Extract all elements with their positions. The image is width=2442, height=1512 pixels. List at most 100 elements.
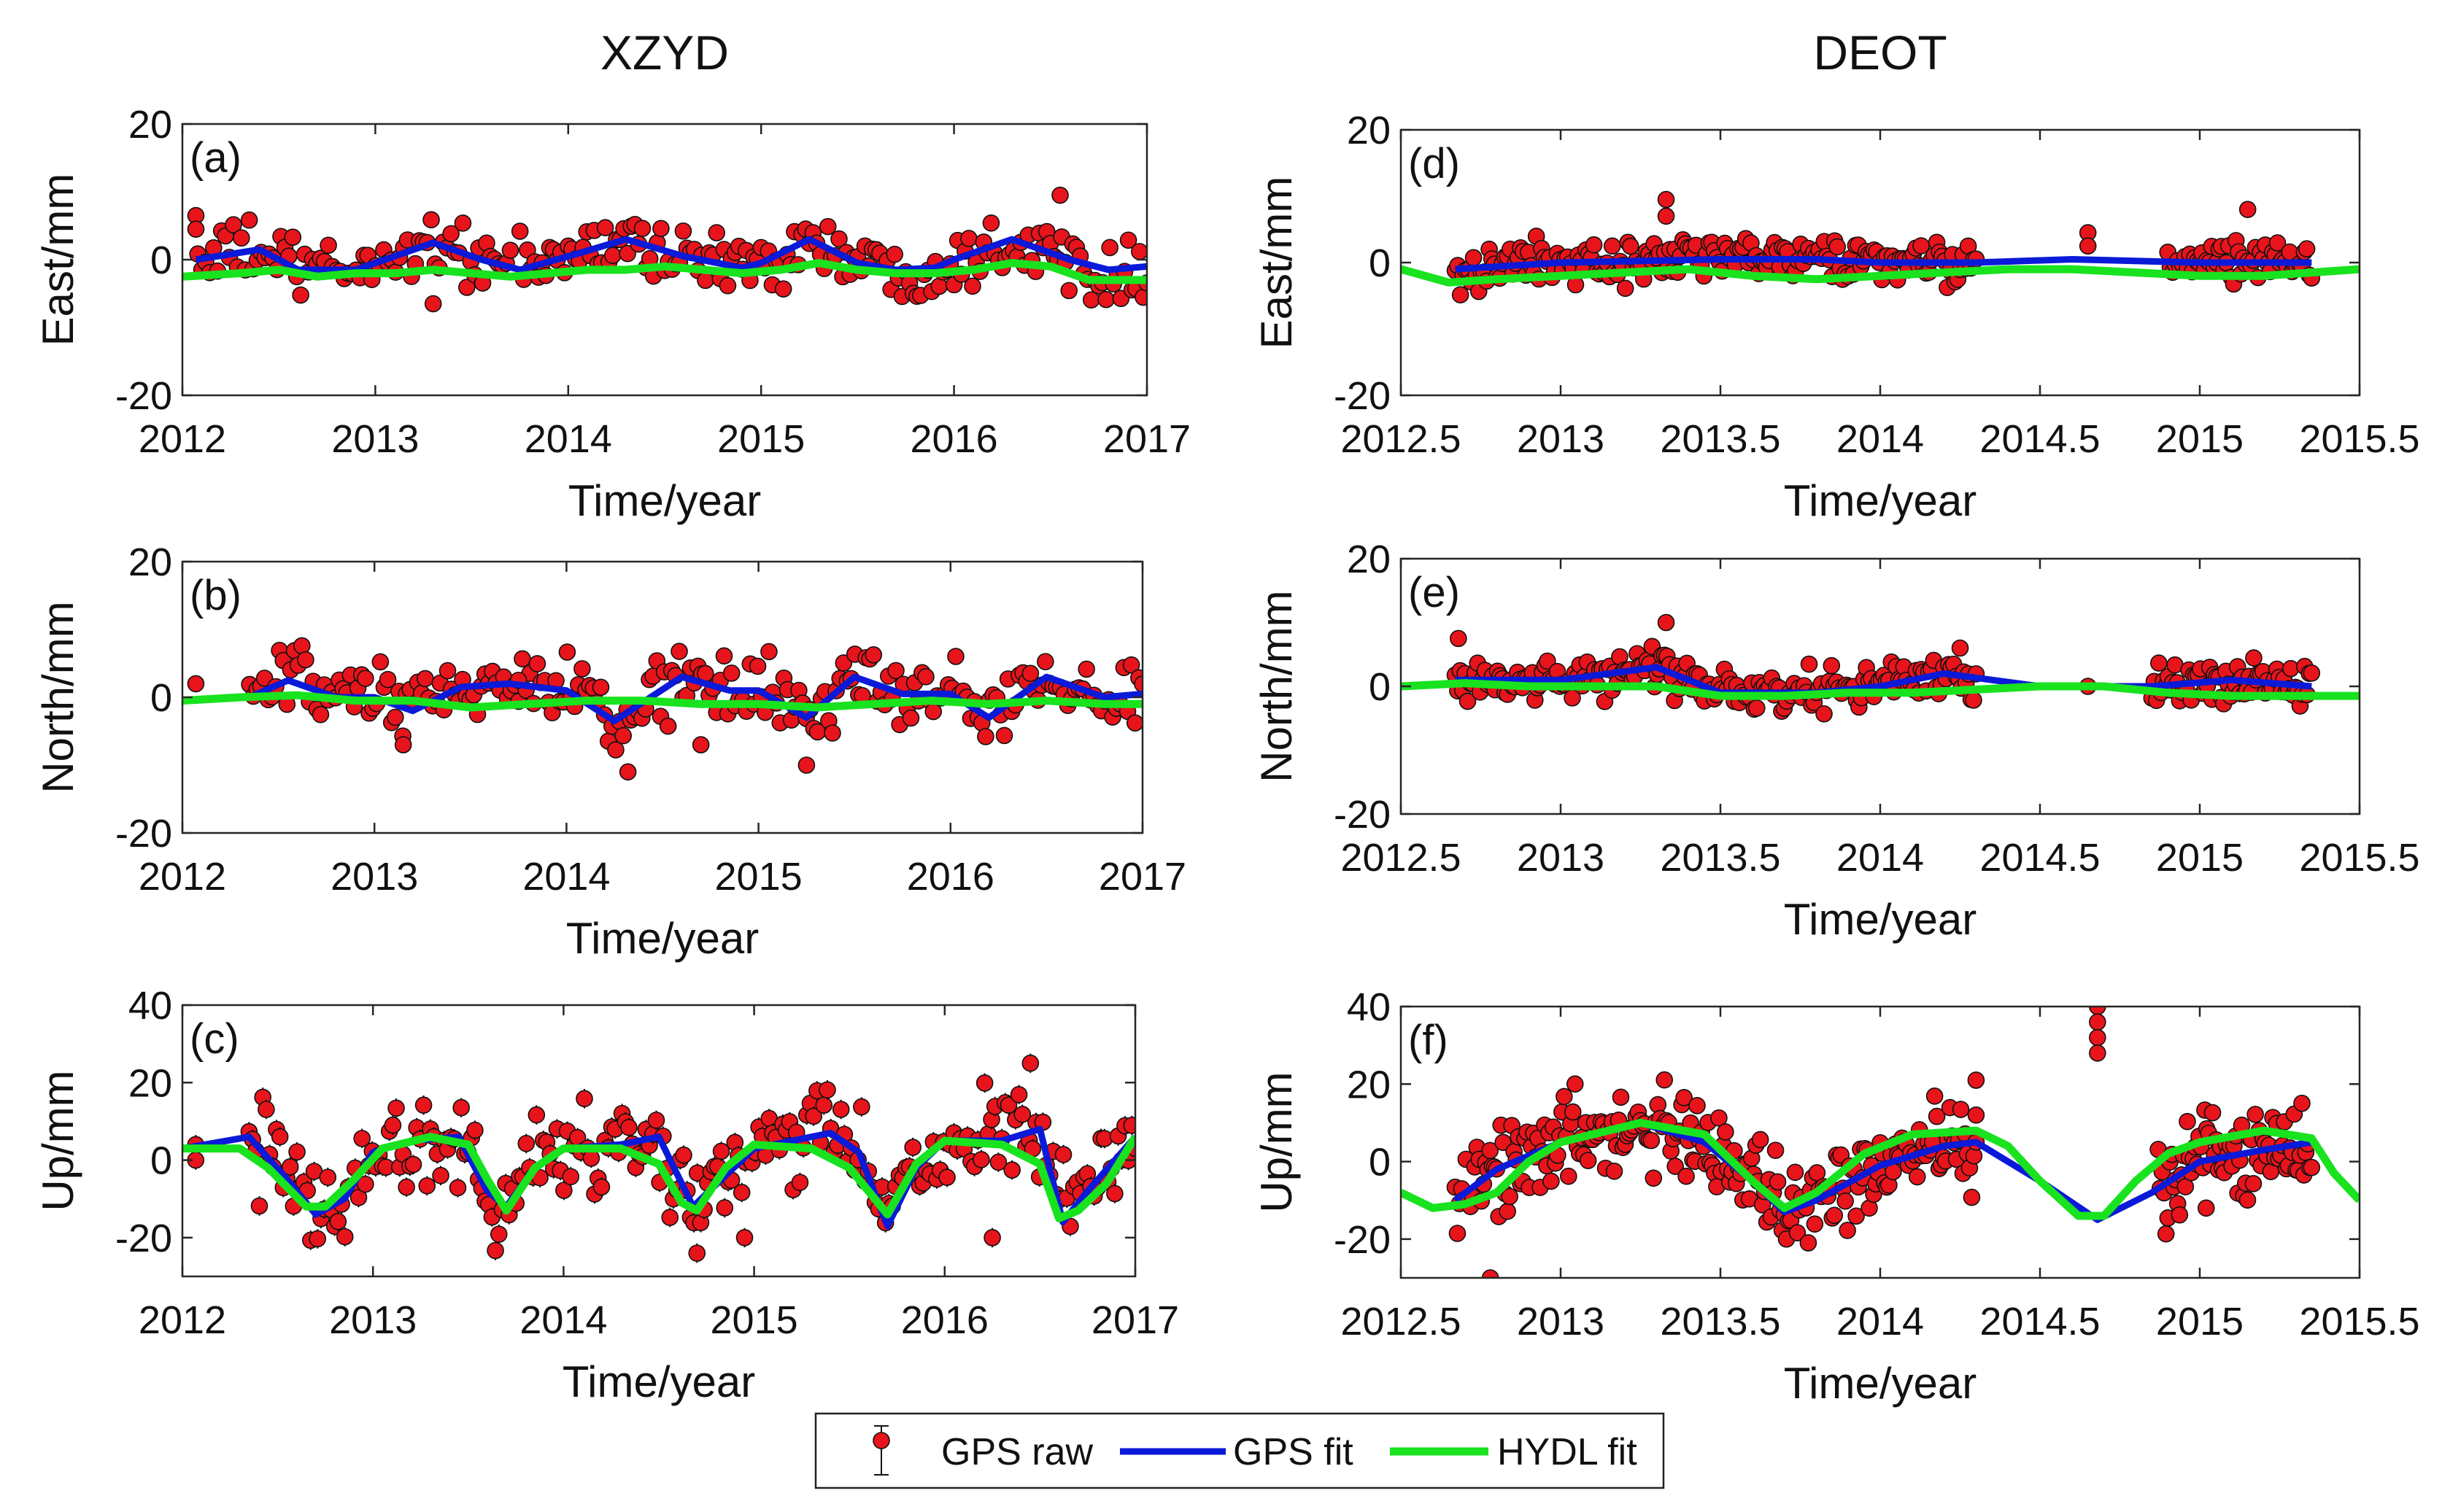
raw-point (1000, 1096, 1018, 1114)
raw-point (1499, 1203, 1516, 1220)
raw-point (2244, 1174, 2263, 1193)
raw-point (1965, 691, 1982, 709)
raw-point (1657, 613, 1675, 632)
y-axis-label: North/mm (34, 601, 82, 793)
raw-point (511, 222, 529, 240)
raw-point (2171, 1206, 2189, 1224)
plot-area (182, 1053, 1135, 1263)
axes-box (181, 1004, 1137, 1278)
raw-point (1566, 1075, 1584, 1093)
raw-point (1839, 1222, 1856, 1239)
raw-point (490, 1225, 508, 1243)
raw-point (573, 660, 591, 678)
panel-label: (a) (190, 134, 242, 182)
raw-point (592, 678, 610, 697)
raw-point (329, 1212, 347, 1230)
y-tick-label: -20 (115, 374, 172, 418)
gps-fit-line (1455, 664, 2312, 697)
raw-point (1806, 1215, 1824, 1233)
panel-label: (e) (1408, 569, 1460, 616)
raw-point (819, 1081, 836, 1099)
raw-series (1446, 190, 2321, 304)
raw-point (297, 651, 314, 669)
raw-point (454, 214, 472, 232)
raw-point (1585, 236, 1603, 254)
raw-point (688, 1244, 706, 1262)
raw-point (1788, 1224, 1807, 1241)
legend-raw-marker (873, 1432, 890, 1449)
raw-point (1010, 1085, 1028, 1104)
hydl-fit-line (1401, 679, 2360, 700)
raw-point (947, 648, 965, 665)
y-axis-label: North/mm (1252, 590, 1301, 782)
y-axis-label: Up/mm (34, 1070, 82, 1211)
y-tick-label: -20 (1334, 793, 1391, 837)
raw-point (596, 219, 614, 237)
raw-point (1847, 1207, 1865, 1225)
plot-area (1401, 190, 2360, 304)
x-axis-label: Time/year (563, 1357, 756, 1406)
raw-point (349, 1189, 368, 1206)
raw-point (1003, 1161, 1021, 1179)
raw-point (225, 216, 242, 234)
raw-point (712, 1142, 730, 1160)
x-tick-label: 2015 (2156, 1300, 2244, 1344)
raw-point (1464, 249, 1483, 267)
raw-point (1122, 656, 1140, 674)
y-tick-label: 40 (128, 984, 172, 1028)
raw-point (865, 646, 883, 664)
raw-point (1013, 1106, 1032, 1123)
raw-point (1825, 1206, 1844, 1225)
raw-point (514, 650, 531, 668)
y-tick-label: -20 (1334, 374, 1391, 418)
x-tick-label: 2015.5 (2299, 836, 2419, 880)
raw-point (1494, 1133, 1512, 1152)
y-tick-label: 0 (1369, 241, 1391, 285)
raw-point (2150, 654, 2168, 672)
hydl-fit-line (182, 1133, 1135, 1222)
raw-point (1579, 1152, 1597, 1169)
raw-point (379, 670, 397, 689)
raw-point (604, 247, 622, 264)
raw-point (984, 1229, 1001, 1247)
raw-point (2079, 237, 2097, 255)
panel-f: 2012.5 2013 2013.5 2014 2014.5 2015 2015.5 -20 0… (1252, 985, 2420, 1408)
raw-point (853, 1098, 870, 1116)
raw-point (422, 211, 440, 229)
raw-point (904, 1139, 921, 1156)
x-tick-label: 2013 (329, 1298, 417, 1342)
raw-point (973, 1151, 990, 1168)
raw-point (1021, 664, 1040, 683)
raw-point (1717, 1123, 1734, 1141)
raw-point (1082, 291, 1100, 309)
y-tick-label: 20 (128, 540, 172, 584)
x-axis-label: Time/year (566, 914, 760, 963)
raw-point (442, 225, 460, 243)
raw-point (353, 1130, 371, 1147)
raw-point (1622, 237, 1639, 255)
raw-point (424, 295, 442, 313)
panel-c: 2012 2013 2014 2015 2016 2017 -20 0 20 40 (c) Time/… (34, 984, 1179, 1406)
raw-point (1967, 1106, 1985, 1124)
raw-point (562, 1168, 580, 1186)
raw-point (1564, 1103, 1582, 1121)
y-tick-label: 0 (1369, 665, 1391, 709)
raw-point (404, 1155, 422, 1174)
raw-point (1451, 286, 1469, 304)
raw-point (930, 277, 948, 295)
raw-point (292, 286, 309, 304)
raw-point (281, 1158, 299, 1176)
y-tick-label: 20 (128, 103, 172, 147)
x-tick-label: 2014 (1836, 1300, 1924, 1344)
raw-point (832, 1101, 850, 1118)
raw-point (749, 657, 767, 675)
legend-gps-fit-label: GPS fit (1233, 1431, 1353, 1473)
raw-point (555, 1182, 573, 1199)
raw-point (1967, 1071, 1985, 1089)
raw-point (284, 228, 302, 247)
raw-point (466, 1121, 484, 1139)
raw-point (1612, 1088, 1630, 1106)
hydl-fit-line (182, 259, 1147, 284)
x-axis-label: Time/year (1784, 895, 1977, 944)
raw-point (394, 736, 412, 753)
